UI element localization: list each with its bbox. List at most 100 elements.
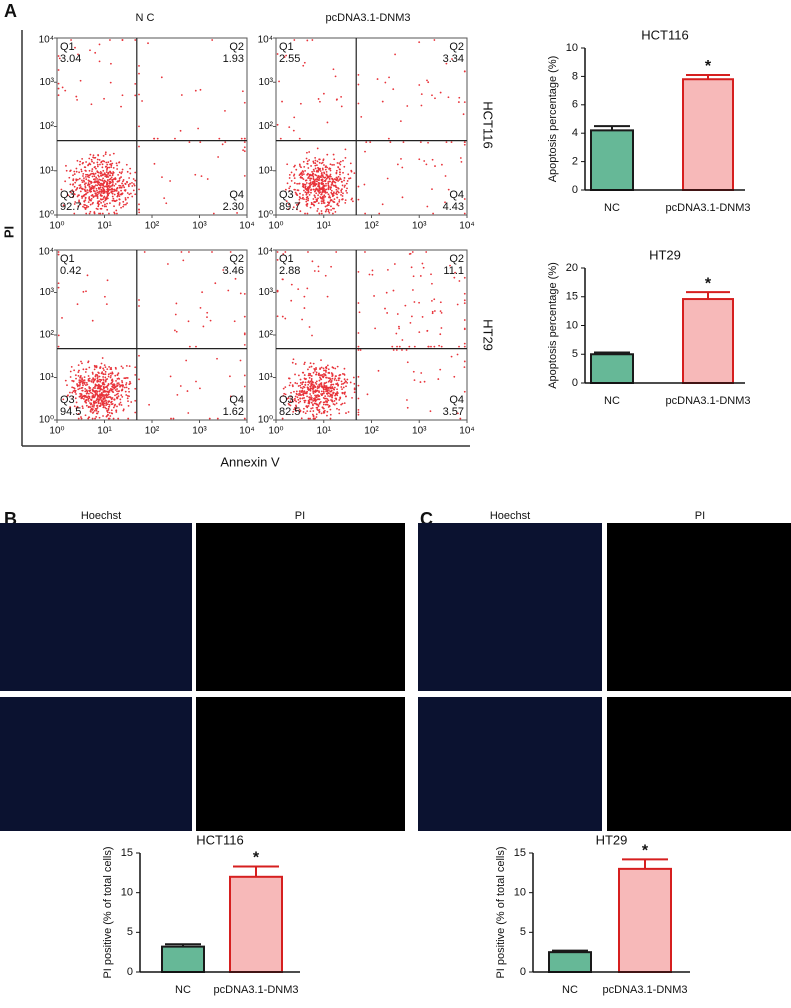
event-dot <box>120 365 123 368</box>
event-dot <box>214 282 217 285</box>
x-tick-label: 10³ <box>412 221 427 232</box>
event-dot <box>79 376 82 379</box>
event-dot <box>102 154 105 157</box>
event-dot <box>101 190 104 192</box>
event-dot <box>418 41 421 44</box>
event-dot <box>102 376 105 378</box>
event-dot <box>97 183 100 186</box>
event-dot <box>299 397 302 400</box>
event-dot <box>90 380 93 383</box>
event-dot <box>330 387 332 390</box>
event-dot <box>334 392 337 395</box>
event-dot <box>110 400 113 403</box>
event-dot <box>91 417 94 420</box>
event-dot <box>318 403 321 405</box>
event-dot <box>347 411 350 413</box>
event-dot <box>317 398 320 401</box>
event-dot <box>81 197 83 199</box>
event-dot <box>322 387 325 390</box>
event-dot <box>94 156 97 159</box>
y-axis-label: PI <box>1 226 16 238</box>
event-dot <box>330 389 333 392</box>
event-dot <box>94 394 97 397</box>
event-dot <box>111 195 114 198</box>
event-dot <box>111 179 114 181</box>
event-dot <box>117 382 120 385</box>
event-dot <box>324 386 327 389</box>
event-dot <box>121 182 123 185</box>
event-dot <box>333 403 336 406</box>
event-dot <box>87 179 90 182</box>
event-dot <box>84 371 87 373</box>
event-dot <box>75 178 78 181</box>
event-dot <box>99 402 102 405</box>
event-dot <box>98 396 101 399</box>
event-dot <box>97 399 100 402</box>
event-dot <box>351 397 353 399</box>
event-dot <box>326 121 329 124</box>
event-dot <box>313 201 316 204</box>
event-dot <box>76 384 79 386</box>
event-dot <box>197 127 200 130</box>
event-dot <box>463 276 466 279</box>
event-dot <box>110 379 113 382</box>
event-dot <box>106 183 109 185</box>
event-dot <box>460 160 463 163</box>
event-dot <box>332 207 334 210</box>
pi-image <box>196 697 405 831</box>
event-dot <box>327 368 330 371</box>
event-dot <box>82 205 84 208</box>
event-dot <box>303 165 306 168</box>
event-dot <box>91 187 94 190</box>
event-dot <box>138 64 140 67</box>
event-dot <box>83 376 86 379</box>
event-dot <box>338 179 341 181</box>
event-dot <box>295 410 298 412</box>
hoechst-image <box>418 523 602 691</box>
event-dot <box>85 368 88 371</box>
event-dot <box>116 212 118 215</box>
event-dot <box>396 163 399 166</box>
event-dot <box>79 375 82 377</box>
event-dot <box>119 398 122 401</box>
event-dot <box>340 383 343 386</box>
event-dot <box>128 193 131 196</box>
event-dot <box>76 159 79 162</box>
event-dot <box>310 177 313 180</box>
event-dot <box>103 191 105 194</box>
event-dot <box>315 416 318 418</box>
event-dot <box>73 173 76 175</box>
event-dot <box>100 172 103 174</box>
event-dot <box>323 202 326 204</box>
event-dot <box>211 251 213 253</box>
event-dot <box>322 403 325 406</box>
event-dot <box>153 162 156 165</box>
event-dot <box>322 180 324 183</box>
event-dot <box>110 190 113 193</box>
bar <box>682 78 734 191</box>
event-dot <box>402 141 405 144</box>
event-dot <box>121 384 124 386</box>
x-tick-label: 10¹ <box>97 426 112 437</box>
event-dot <box>331 366 334 369</box>
event-dot <box>281 100 283 103</box>
event-dot <box>93 378 96 381</box>
event-dot <box>74 181 77 184</box>
event-dot <box>85 178 88 181</box>
event-dot <box>134 366 137 369</box>
event-dot <box>124 189 127 191</box>
event-dot <box>134 82 137 85</box>
event-dot <box>331 400 334 403</box>
event-dot <box>211 39 214 41</box>
event-dot <box>294 373 296 376</box>
event-dot <box>315 396 318 399</box>
event-dot <box>325 385 328 387</box>
x-tick-label: NC <box>604 202 620 214</box>
event-dot <box>328 176 330 179</box>
event-dot <box>112 417 115 420</box>
event-dot <box>339 160 342 163</box>
event-dot <box>92 187 95 190</box>
event-dot <box>336 190 339 193</box>
event-dot <box>106 386 108 389</box>
x-tick-label: 10² <box>364 426 379 437</box>
